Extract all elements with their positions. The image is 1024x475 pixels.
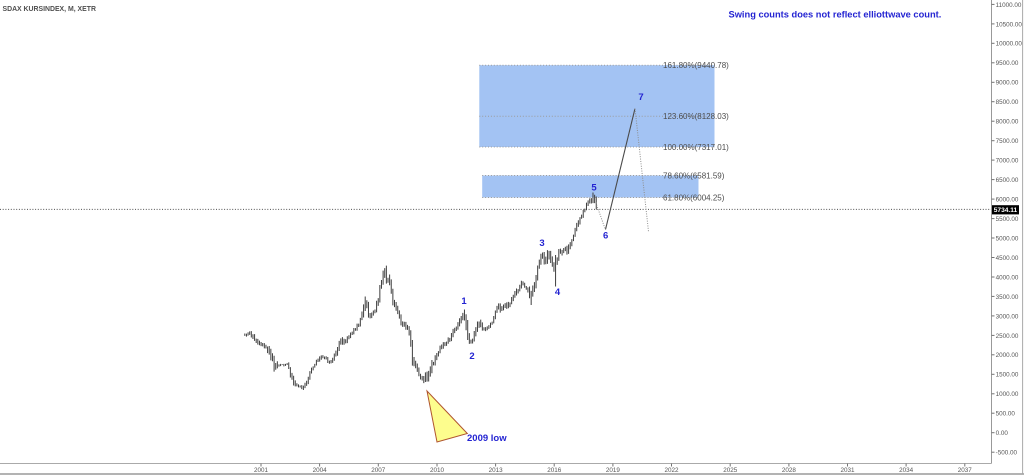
svg-text:Swing counts does not reflect: Swing counts does not reflect elliottwav… [729,9,942,19]
svg-text:6000.00: 6000.00 [996,197,1019,204]
svg-text:78.60%(6581.59): 78.60%(6581.59) [663,171,725,180]
svg-text:2000.00: 2000.00 [996,352,1019,359]
svg-text:5500.00: 5500.00 [996,216,1019,223]
svg-text:500.00: 500.00 [996,411,1016,418]
svg-text:1000.00: 1000.00 [996,391,1019,398]
svg-text:2500.00: 2500.00 [996,333,1019,340]
svg-text:5000.00: 5000.00 [996,235,1019,242]
svg-text:2001: 2001 [254,467,269,474]
svg-text:123.60%(8128.03): 123.60%(8128.03) [663,112,729,121]
svg-text:9500.00: 9500.00 [996,60,1019,67]
svg-text:1: 1 [461,296,467,307]
svg-text:-500.00: -500.00 [996,450,1018,457]
svg-text:161.80%(9440.78): 161.80%(9440.78) [663,61,729,70]
svg-text:2037: 2037 [958,467,973,474]
svg-text:2031: 2031 [840,467,855,474]
svg-text:9000.00: 9000.00 [996,80,1019,87]
svg-text:100.00%(7317.01): 100.00%(7317.01) [663,143,729,152]
svg-text:2025: 2025 [723,467,738,474]
svg-text:2013: 2013 [489,467,504,474]
svg-text:3: 3 [539,238,544,249]
svg-text:0.00: 0.00 [996,430,1009,437]
svg-text:10500.00: 10500.00 [996,21,1023,28]
svg-text:2028: 2028 [782,467,797,474]
svg-text:8500.00: 8500.00 [996,99,1019,106]
svg-text:2010: 2010 [430,467,445,474]
svg-text:8000.00: 8000.00 [996,119,1019,126]
svg-text:61.80%(6004.25): 61.80%(6004.25) [663,193,725,202]
svg-text:5: 5 [591,183,597,194]
svg-text:3500.00: 3500.00 [996,294,1019,301]
svg-text:10000.00: 10000.00 [996,41,1023,48]
svg-text:3000.00: 3000.00 [996,313,1019,320]
svg-text:7000.00: 7000.00 [996,158,1019,165]
svg-text:2022: 2022 [664,467,679,474]
svg-text:4500.00: 4500.00 [996,255,1019,262]
svg-text:2004: 2004 [313,467,328,474]
svg-text:6500.00: 6500.00 [996,177,1019,184]
svg-text:7: 7 [638,92,643,103]
svg-text:2019: 2019 [606,467,621,474]
svg-text:7500.00: 7500.00 [996,138,1019,145]
svg-text:SDAX KURSINDEX, M, XETR: SDAX KURSINDEX, M, XETR [3,6,96,13]
svg-text:4: 4 [555,287,561,298]
svg-text:11000.00: 11000.00 [996,2,1022,9]
svg-text:2034: 2034 [899,467,914,474]
svg-text:2007: 2007 [371,467,386,474]
svg-text:2: 2 [469,351,474,362]
svg-text:2009 low: 2009 low [467,433,507,444]
svg-text:5734.11: 5734.11 [994,207,1018,214]
svg-text:4000.00: 4000.00 [996,274,1019,281]
svg-text:1500.00: 1500.00 [996,372,1019,379]
svg-text:6: 6 [603,231,608,242]
svg-text:2016: 2016 [547,467,562,474]
